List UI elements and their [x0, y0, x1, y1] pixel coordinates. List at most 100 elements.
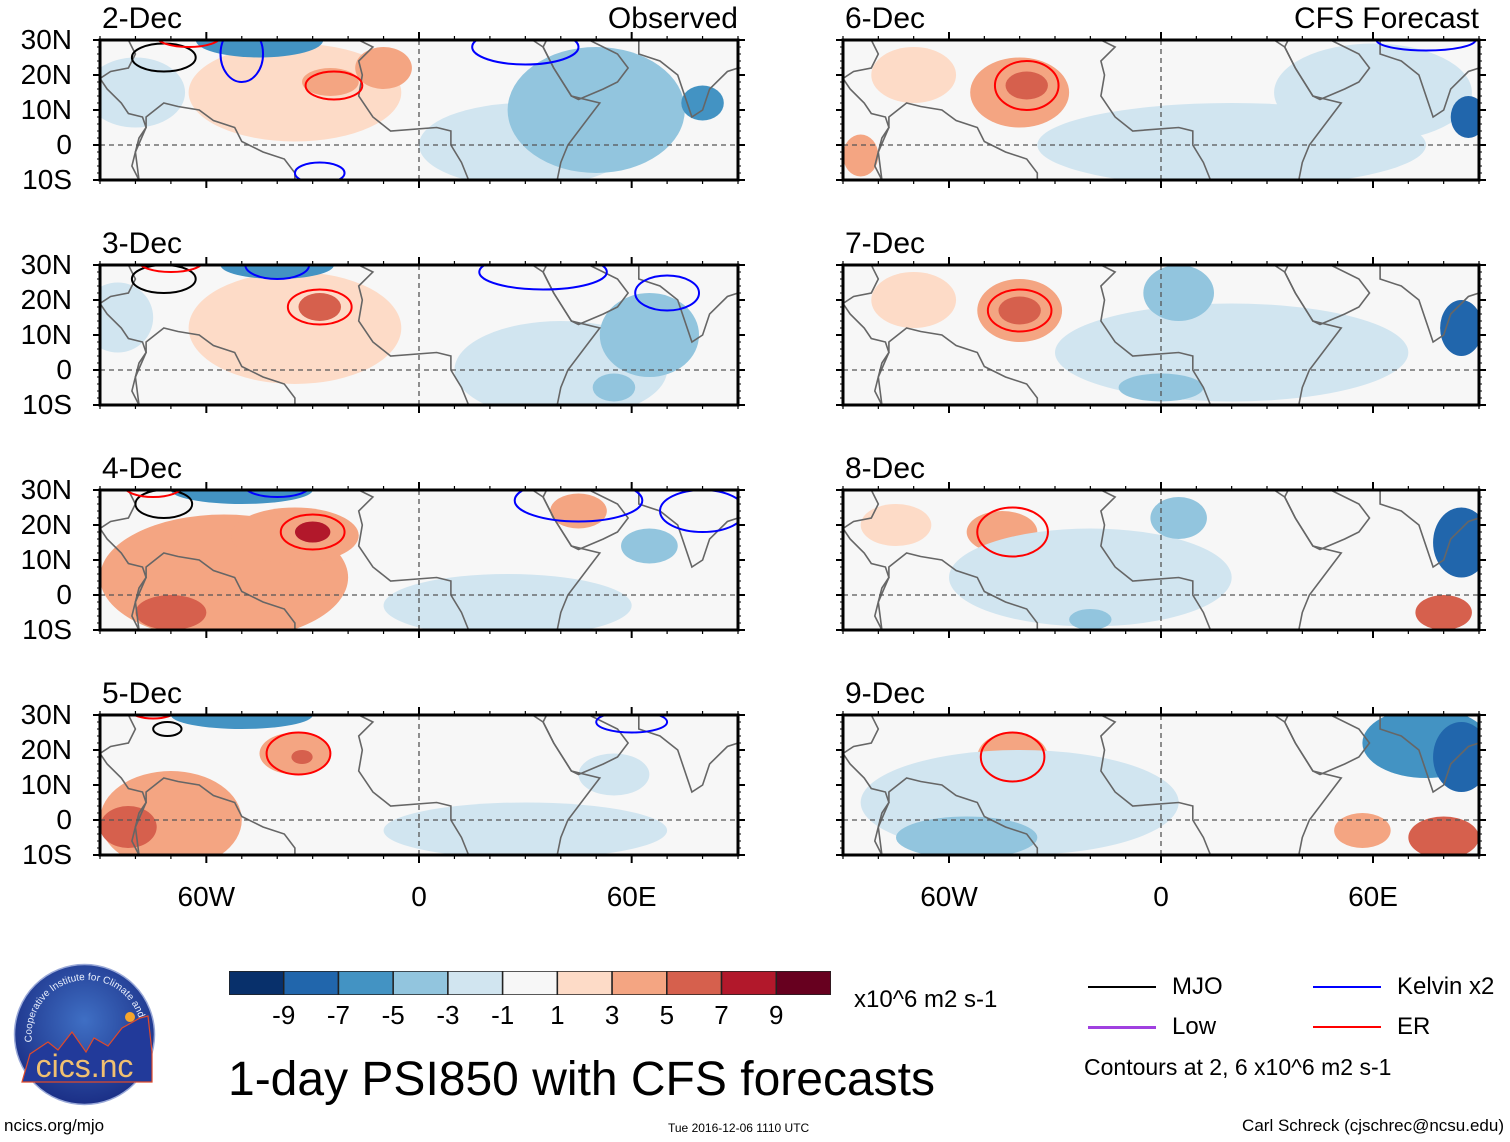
map-panel — [93, 257, 745, 413]
legend-item: Low — [1085, 1012, 1285, 1042]
coastline — [843, 40, 890, 180]
coastline — [1283, 715, 1371, 776]
lat-tick-label: 10N — [20, 319, 72, 350]
negative-anomaly — [170, 490, 313, 504]
coastline — [100, 490, 147, 630]
colorbar-level-label: -3 — [436, 1000, 460, 1030]
negative-anomaly — [220, 265, 334, 279]
negative-anomaly — [681, 85, 724, 121]
panel-date: 7-Dec — [845, 227, 926, 260]
negative-anomaly — [1143, 265, 1214, 321]
colorbar — [228, 970, 832, 996]
negative-anomaly — [507, 47, 685, 173]
contour-kelvin-x2 — [219, 40, 265, 83]
colorbar-svg — [228, 970, 832, 996]
colorbar-swatch — [720, 970, 778, 996]
contour-er — [265, 731, 332, 776]
negative-anomaly — [1069, 609, 1112, 630]
negative-anomaly — [599, 293, 700, 377]
map-panel — [93, 32, 745, 188]
panel-date: 6-Dec — [845, 2, 926, 35]
coastline — [542, 265, 630, 326]
positive-anomaly — [355, 47, 412, 89]
coastline — [542, 490, 630, 551]
contour-kelvin-x2 — [595, 715, 669, 734]
coastline — [134, 327, 296, 405]
panel-date: 3-Dec — [102, 227, 183, 260]
site-url[interactable]: ncics.org/mjo — [4, 1116, 105, 1135]
contour-kelvin-x2 — [244, 265, 311, 280]
legend-label: ER — [1397, 1013, 1431, 1040]
lat-tick-label: 30N — [20, 24, 72, 55]
contour-er — [132, 715, 174, 720]
coastline — [1283, 490, 1371, 551]
lat-tick-label: 20N — [20, 59, 72, 90]
contour-mjo — [134, 490, 194, 519]
colorbar-level-label: -7 — [326, 1000, 351, 1030]
map-panel — [836, 482, 1486, 638]
panel-date: 4-Dec — [102, 452, 183, 485]
map-panel — [836, 32, 1486, 188]
colorbar-swatch — [228, 970, 285, 996]
colorbar-level-label: 3 — [604, 1000, 620, 1030]
negative-anomaly — [896, 816, 1038, 855]
lon-tick-label: 0 — [411, 881, 427, 912]
logo-text: cics.nc — [36, 1048, 134, 1084]
colorbar-level-label: -9 — [272, 1000, 296, 1030]
negative-anomaly — [100, 57, 186, 128]
lat-tick-label: 20N — [20, 284, 72, 315]
contour-er — [125, 490, 182, 498]
negative-anomaly — [1433, 507, 1479, 578]
map-panel — [93, 482, 745, 638]
contour-er — [157, 40, 221, 48]
legend-item: ER — [1310, 1012, 1510, 1042]
author-credit: Carl Schreck (cjschrec@ncsu.edu) — [1242, 1116, 1504, 1135]
legend-line-swatch — [1313, 986, 1381, 988]
negative-anomaly — [383, 802, 668, 855]
legend-label: MJO — [1172, 973, 1223, 1000]
panel-column-header: Observed — [607, 2, 738, 35]
figure-title: 1-day PSI850 with CFS forecasts — [228, 1053, 935, 1106]
lon-tick-label: 60W — [177, 881, 236, 912]
coastline — [638, 265, 738, 344]
lat-tick-label: 30N — [20, 474, 72, 505]
negative-anomaly — [383, 574, 632, 630]
negative-anomaly — [1274, 43, 1472, 142]
coastline — [100, 265, 147, 405]
colorbar-level-label: -1 — [491, 1000, 515, 1030]
lat-tick-label: 20N — [20, 734, 72, 765]
contour-mjo — [130, 265, 197, 294]
colorbar-swatch — [775, 970, 832, 996]
coastline — [1379, 715, 1479, 794]
colorbar-level-label: 9 — [769, 1000, 784, 1030]
positive-anomaly — [188, 43, 402, 142]
coastline — [134, 777, 296, 855]
lon-tick-label: 60E — [1348, 881, 1398, 912]
legend-label: Kelvin x2 — [1397, 973, 1495, 1000]
coastline — [542, 715, 630, 776]
lat-tick-label: 10S — [22, 164, 72, 195]
negative-anomaly — [621, 528, 678, 564]
legend-label: Low — [1172, 1013, 1217, 1040]
legend-line-swatch — [1088, 1026, 1156, 1029]
cics-logo-graphic: Cooperative Institute for Climate and Sa… — [9, 954, 156, 1106]
lat-tick-label: 10S — [22, 389, 72, 420]
lat-tick-label: 30N — [20, 249, 72, 280]
lat-tick-label: 20N — [20, 509, 72, 540]
coastline — [134, 552, 296, 630]
map-panel — [836, 257, 1486, 413]
lat-tick-label: 10S — [22, 614, 72, 645]
colorbar-swatch — [501, 970, 559, 996]
positive-anomaly — [871, 47, 957, 103]
coastline — [877, 777, 1039, 855]
coastline — [1379, 265, 1479, 344]
lon-tick-label: 0 — [1153, 881, 1169, 912]
positive-anomaly — [1408, 816, 1479, 855]
colorbar-labels: -9 -7 -5 -3 -1 1 3 5 7 9 — [229, 1002, 831, 1032]
coastline — [877, 102, 1039, 180]
lat-tick-label: 10N — [20, 94, 72, 125]
coastline — [1379, 40, 1479, 119]
positive-anomaly — [1005, 71, 1048, 100]
colorbar-swatch — [447, 970, 504, 996]
contour-legend: MJO Kelvin x2 Low ER — [1085, 972, 1510, 1082]
